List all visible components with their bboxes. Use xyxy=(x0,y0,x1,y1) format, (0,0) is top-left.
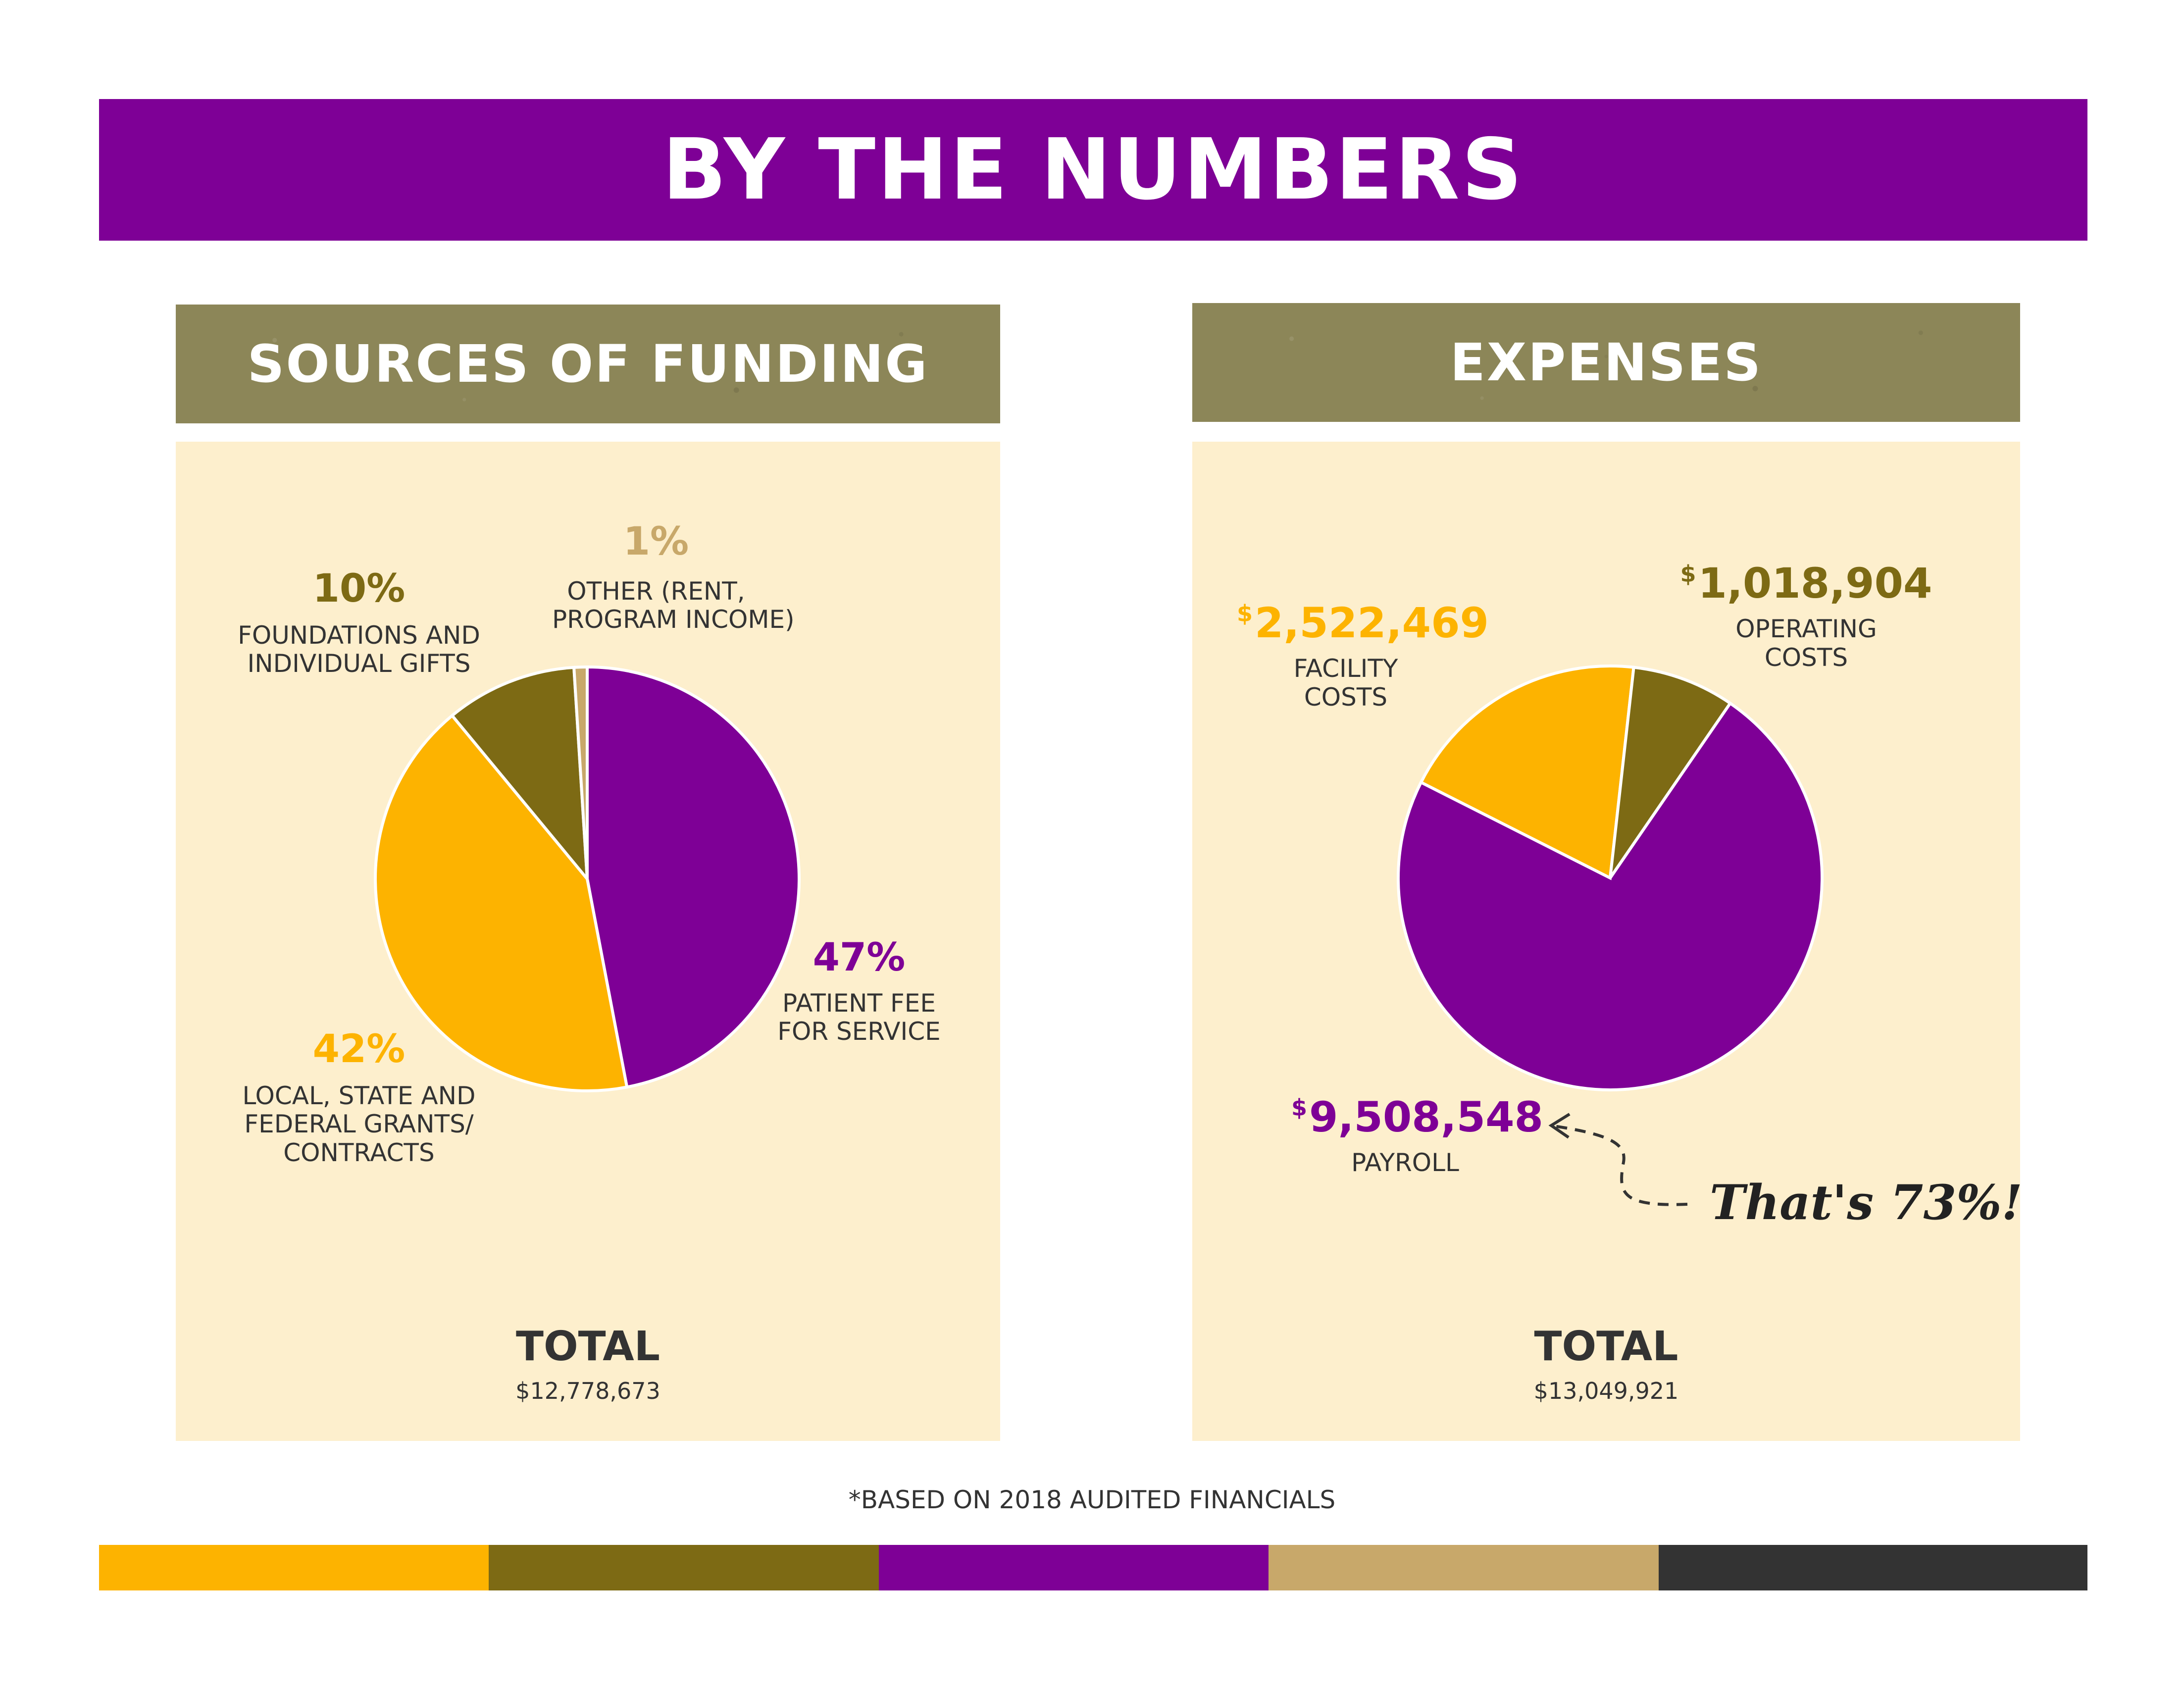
pie-slice-facility xyxy=(1419,665,1635,880)
other-label: 1% OTHER (RENT, PROGRAM INCOME) xyxy=(552,519,795,634)
payroll-annotation: That's 73%! xyxy=(1710,1175,2023,1230)
operating-desc-2: COSTS xyxy=(1764,643,1848,672)
foundations-pct: 10% xyxy=(312,566,406,611)
funding-pie-chart xyxy=(373,665,801,1092)
grants-label: 42% LOCAL, STATE AND FEDERAL GRANTS/ CON… xyxy=(220,1028,498,1167)
facility-label: $2,522,469 FACILITY COSTS xyxy=(1237,600,1489,712)
expenses-total-value: $13,049,921 xyxy=(1533,1378,1679,1404)
payroll-amount: 9,508,548 xyxy=(1309,1093,1543,1141)
other-desc-1: OTHER (RENT, xyxy=(567,576,745,606)
funding-total-value: $12,778,673 xyxy=(515,1378,660,1404)
funding-total-label: TOTAL xyxy=(516,1323,660,1370)
pie-slice-patient-fee xyxy=(586,665,801,1089)
page-title: BY THE NUMBERS xyxy=(662,121,1524,219)
grants-desc-3: CONTRACTS xyxy=(283,1138,435,1167)
stripe-purple xyxy=(879,1545,1269,1590)
operating-currency: $ xyxy=(1680,561,1696,587)
stripe-dark xyxy=(1659,1545,2087,1590)
expenses-panel: $2,522,469 FACILITY COSTS $1,018,904 OPE… xyxy=(1192,442,2023,1441)
stripe-olive xyxy=(489,1545,879,1590)
payroll-label: $9,508,548 PAYROLL xyxy=(1291,1094,1543,1177)
foundations-label: 10% FOUNDATIONS AND INDIVIDUAL GIFTS xyxy=(220,566,498,678)
facility-desc-1: FACILITY xyxy=(1293,654,1398,683)
patient-label: 47% PATIENT FEE FOR SERVICE xyxy=(760,935,958,1046)
operating-amount: 1,018,904 xyxy=(1698,559,1932,608)
footnote: *BASED ON 2018 AUDITED FINANCIALS xyxy=(848,1485,1336,1514)
operating-amount-line: $1,018,904 xyxy=(1668,561,1945,606)
arrow-line xyxy=(1553,1125,1688,1206)
payroll-currency: $ xyxy=(1291,1094,1308,1121)
payroll-amount-line: $9,508,548 xyxy=(1291,1094,1543,1140)
pie-slice-other xyxy=(572,665,589,879)
stripe-gold xyxy=(99,1545,489,1590)
patient-desc-2: FOR SERVICE xyxy=(777,1017,941,1046)
operating-desc-1: OPERATING xyxy=(1735,614,1877,644)
other-pct: 1% xyxy=(623,519,689,564)
facility-currency: $ xyxy=(1237,600,1253,627)
expenses-title: EXPENSES xyxy=(1450,332,1763,393)
patient-pct: 47% xyxy=(813,935,906,980)
pie-slice-foundations xyxy=(450,665,589,884)
pie-slice-grants xyxy=(373,713,629,1092)
funding-header: SOURCES OF FUNDING xyxy=(176,305,1000,423)
foundations-desc-2: INDIVIDUAL GIFTS xyxy=(247,649,471,678)
expenses-total-label: TOTAL xyxy=(1534,1323,1678,1370)
operating-label: $1,018,904 OPERATING COSTS xyxy=(1668,561,1945,672)
patient-desc-1: PATIENT FEE xyxy=(782,988,936,1018)
pie-slice-payroll xyxy=(1397,701,1824,1091)
title-banner: BY THE NUMBERS xyxy=(99,99,2087,241)
grants-pct: 42% xyxy=(312,1027,406,1072)
funding-panel: 1% OTHER (RENT, PROGRAM INCOME) 10% FOUN… xyxy=(176,442,1000,1441)
annotation-arrow xyxy=(1548,1113,1688,1206)
grants-desc-2: FEDERAL GRANTS/ xyxy=(244,1110,474,1139)
stripe-tan xyxy=(1269,1545,1659,1590)
arrow-head xyxy=(1548,1113,1571,1139)
expenses-header: EXPENSES xyxy=(1192,303,2020,422)
foundations-desc-1: FOUNDATIONS AND xyxy=(238,620,480,650)
other-desc-2: PROGRAM INCOME) xyxy=(552,605,795,634)
facility-desc-2: COSTS xyxy=(1304,682,1388,712)
facility-amount-line: $2,522,469 xyxy=(1237,600,1489,646)
expenses-pie-chart xyxy=(1397,665,1824,1091)
facility-amount: 2,522,469 xyxy=(1255,599,1489,647)
payroll-desc: PAYROLL xyxy=(1351,1148,1459,1177)
pie-slice-operating xyxy=(1609,665,1732,879)
funding-title: SOURCES OF FUNDING xyxy=(247,334,929,394)
grants-desc-1: LOCAL, STATE AND xyxy=(242,1081,476,1110)
